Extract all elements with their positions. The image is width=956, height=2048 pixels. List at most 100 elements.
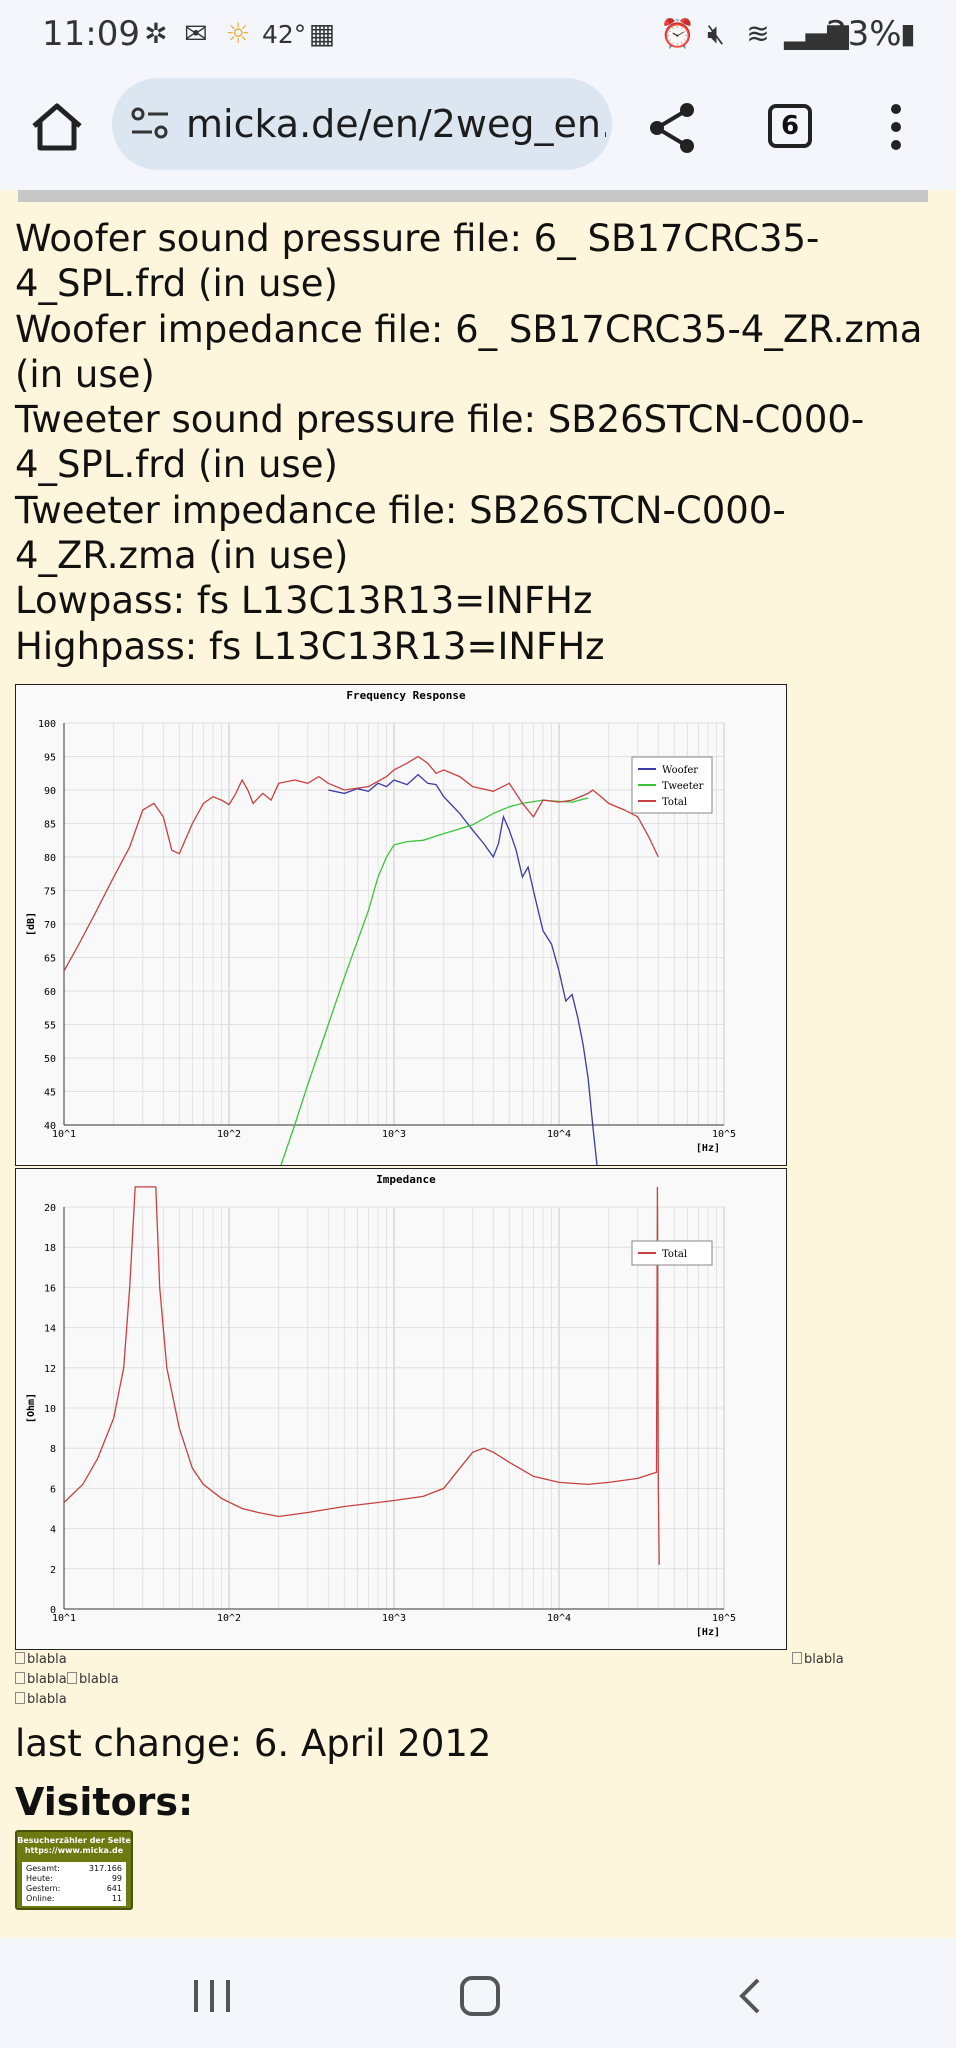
y-tick-label: 0: [50, 1605, 56, 1616]
visitor-counter[interactable]: Besucherzähler der Seite https://www.mic…: [15, 1830, 133, 1910]
y-tick-label: 4: [50, 1525, 56, 1536]
sun-icon: ☼: [225, 17, 251, 50]
file-info: Woofer sound pressure file: 6_ SB17CRC35…: [15, 216, 945, 669]
y-tick-label: 70: [44, 920, 56, 931]
chart-title: Frequency Response: [346, 689, 466, 702]
alarm-icon: ⏰: [660, 17, 695, 50]
mute-icon: 🔇︎: [707, 17, 725, 50]
more-menu-button[interactable]: [884, 100, 908, 156]
home-nav-button[interactable]: [458, 1974, 502, 2018]
impedance-chart: Impedance 20 18 16 14 12 10 8 6 4 2 0 10^1 10^2 10^3 10…: [15, 1168, 787, 1650]
wifi-icon: ≋: [746, 17, 770, 50]
info-line: Highpass: fs L13C13R13=INFHz: [15, 624, 605, 668]
y-tick-label: 20: [44, 1203, 56, 1214]
y-tick-label: 55: [44, 1021, 56, 1032]
broken-image: blabla: [15, 1672, 67, 1687]
series-group: [64, 1186, 660, 1565]
slack-icon: ✲: [144, 17, 168, 50]
battery-icon: ▮: [900, 17, 916, 50]
visitors-heading: Visitors:: [15, 1780, 194, 1824]
frequency-response-svg: Frequency Response 100 95 90 85 80 75 70 65 60 55 5…: [26, 689, 736, 1165]
x-tick-label: 10^1: [52, 1613, 76, 1624]
last-change: last change: 6. April 2012: [15, 1722, 492, 1765]
counter-table: Gesamt: 317.166 Heute: 99 Gestern: 641 Onli…: [22, 1862, 126, 1906]
url-bar[interactable]: micka.de/en/2weg_en.: [112, 78, 612, 170]
legend-label: Woofer: [662, 765, 698, 776]
x-tick-label: 10^5: [712, 1613, 736, 1624]
status-time: 11:09: [42, 14, 140, 54]
y-tick-label: 18: [44, 1243, 56, 1254]
y-tick-label: 8: [50, 1444, 56, 1455]
series-line-woofer: [328, 773, 598, 1165]
frequency-response-chart: Frequency Response 100 95 90 85 80 75 70 65 60 55 5…: [15, 684, 787, 1166]
browser-toolbar: micka.de/en/2weg_en. 6: [0, 70, 956, 190]
legend-label: Total: [662, 1249, 687, 1260]
separator: [18, 190, 928, 202]
y-tick-label: 90: [44, 786, 56, 797]
more-dot-icon: [891, 104, 901, 114]
broken-image: blabla: [15, 1652, 67, 1667]
y-tick-label: 75: [44, 887, 56, 898]
home-icon: [32, 103, 82, 151]
x-tick-label: 10^2: [217, 1129, 241, 1140]
calendar-icon: ▦: [308, 17, 336, 50]
y-tick-label: 16: [44, 1283, 56, 1294]
y-tick-label: 85: [44, 820, 56, 831]
x-tick-label: 10^4: [547, 1613, 571, 1624]
y-tick-label: 14: [44, 1324, 56, 1335]
broken-image: blabla: [792, 1652, 844, 1667]
y-tick-label: 80: [44, 853, 56, 864]
counter-row: Gesamt: 317.166: [26, 1864, 122, 1873]
legend-label: Total: [662, 797, 687, 808]
y-tick-label: 2: [50, 1565, 56, 1576]
info-line: Woofer impedance file: 6_ SB17CRC35-4_ZR…: [15, 307, 923, 396]
y-tick-label: 10: [44, 1404, 56, 1415]
x-tick-label: 10^3: [382, 1613, 406, 1624]
signal-icon: ▂▄▆: [784, 17, 849, 50]
y-tick-label: 60: [44, 987, 56, 998]
info-line: Woofer sound pressure file: 6_ SB17CRC35…: [15, 217, 820, 306]
info-line: Tweeter impedance file: SB26STCN-C000-4_…: [15, 488, 786, 578]
battery-level: 23%: [826, 14, 902, 54]
chart-title: Impedance: [376, 1173, 436, 1186]
y-tick-label: 65: [44, 954, 56, 965]
x-tick-label: 10^4: [547, 1129, 571, 1140]
navigation-bar: [0, 1938, 956, 2048]
counter-url: https://www.micka.de: [24, 1846, 124, 1855]
site-settings-icon: [131, 107, 168, 139]
home-button[interactable]: [28, 98, 86, 156]
y-axis-label: [dB]: [26, 912, 37, 936]
counter-title: Besucherzähler der Seite: [17, 1836, 131, 1845]
y-axis-label: [Ohm]: [26, 1393, 37, 1423]
info-line: Lowpass: fs L13C13R13=INFHz: [15, 579, 593, 623]
y-tick-label: 40: [44, 1121, 56, 1132]
broken-image: blabla: [67, 1672, 119, 1687]
status-temperature: 42°: [262, 20, 307, 49]
x-tick-label: 10^3: [382, 1129, 406, 1140]
counter-row: Heute: 99: [26, 1874, 122, 1883]
y-tick-label: 6: [50, 1484, 56, 1495]
counter-row: Gestern: 641: [26, 1884, 122, 1893]
share-icon: [650, 103, 694, 153]
x-tick-label: 10^5: [712, 1129, 736, 1140]
series-group: [64, 755, 659, 1165]
x-axis-label: [Hz]: [696, 1627, 720, 1638]
y-tick-label: 100: [38, 719, 56, 730]
info-line: Tweeter sound pressure file: SB26STCN-C0…: [15, 398, 865, 487]
x-tick-label: 10^2: [217, 1613, 241, 1624]
series-line-tweeter: [280, 797, 589, 1165]
broken-image: blabla: [15, 1692, 67, 1707]
legend-label: Tweeter: [662, 781, 704, 792]
back-button[interactable]: [736, 1976, 764, 2016]
x-tick-label: 10^1: [52, 1129, 76, 1140]
x-axis-label: [Hz]: [696, 1143, 720, 1154]
tab-switcher-button[interactable]: 6: [768, 104, 812, 148]
share-button[interactable]: [645, 100, 701, 156]
y-tick-label: 50: [44, 1054, 56, 1065]
web-page: Woofer sound pressure file: 6_ SB17CRC35…: [0, 190, 956, 1938]
recent-apps-button[interactable]: [192, 1978, 232, 2014]
y-tick-label: 12: [44, 1364, 56, 1375]
series-line-total: [64, 1186, 660, 1565]
y-tick-label: 45: [44, 1088, 56, 1099]
